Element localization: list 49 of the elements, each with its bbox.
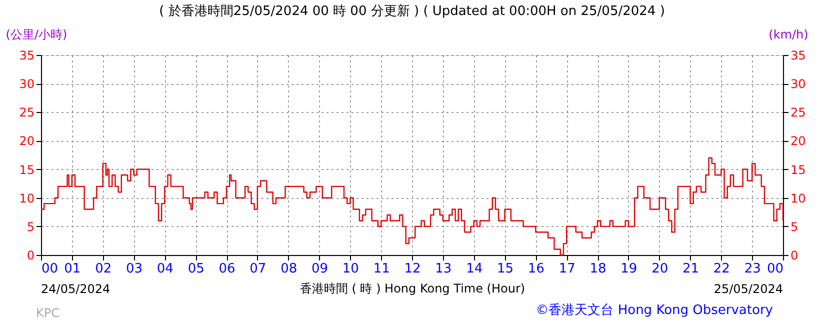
- x-tick-label: 08: [280, 262, 298, 276]
- y-tick-label: 0: [26, 248, 34, 262]
- text: 25/05/2024: [714, 282, 783, 296]
- y2-tick-label: 35: [790, 48, 806, 62]
- x-tick-label: 12: [404, 262, 421, 276]
- x-tick-label: 00: [42, 262, 58, 276]
- y2-tick-label: 20: [790, 134, 806, 148]
- y2-tick-label: 15: [790, 162, 806, 177]
- x-tick-label: 05: [188, 262, 204, 276]
- y-tick-label: 5: [26, 220, 34, 234]
- text: KPC: [36, 306, 60, 320]
- y-tick-label: 20: [19, 134, 34, 148]
- y2-tick-label: 30: [790, 77, 806, 92]
- x-tick-label: 19: [620, 262, 638, 276]
- y2-axis-title: (km/h): [768, 28, 808, 42]
- chart-title: ( 於香港時間25/05/2024 00 時 00 分更新 ) ( Updated at 00:00H on 25/05/2024 ): [159, 4, 665, 19]
- y-axis-title: (公里/小時): [6, 28, 68, 42]
- x-tick-label: 04: [156, 262, 174, 276]
- text: 24/05/2024: [41, 282, 110, 296]
- x-tick-label: 16: [528, 262, 544, 276]
- y-tick-label: 25: [19, 106, 34, 120]
- x-tick-label: 06: [218, 262, 236, 276]
- x-tick-label: 21: [682, 262, 700, 276]
- x-axis-title: 香港時間 ( 時 ) Hong Kong Time (Hour): [300, 282, 526, 296]
- x-tick-label: 07: [250, 262, 266, 276]
- y2-tick-label: 5: [790, 220, 798, 234]
- text: ©香港天文台 Hong Kong Observatory: [536, 303, 774, 318]
- x-tick-label: 02: [95, 262, 112, 276]
- x-tick-label: 10: [342, 262, 359, 276]
- x-tick-label: 13: [435, 262, 452, 276]
- y2-tick-label: 25: [790, 106, 806, 120]
- y2-tick-label: 0: [790, 248, 798, 262]
- x-tick-label: 11: [373, 262, 390, 276]
- x-tick-label: 20: [652, 262, 668, 276]
- x-tick-label: 00: [766, 262, 784, 276]
- y2-tick-label: 10: [790, 191, 806, 206]
- y-tick-label: 30: [19, 77, 34, 92]
- x-tick-label: 23: [744, 262, 761, 276]
- x-tick-label: 14: [466, 262, 483, 276]
- y-tick-label: 15: [19, 162, 34, 177]
- x-tick-label: 15: [496, 262, 514, 276]
- x-tick-label: 01: [64, 262, 81, 276]
- x-tick-label: 18: [590, 262, 606, 276]
- x-tick-label: 17: [558, 262, 576, 276]
- y-tick-label: 35: [19, 48, 34, 62]
- x-tick-label: 03: [126, 262, 143, 276]
- x-tick-label: 09: [311, 262, 328, 276]
- x-tick-label: 22: [713, 262, 730, 276]
- y-tick-label: 10: [19, 191, 34, 206]
